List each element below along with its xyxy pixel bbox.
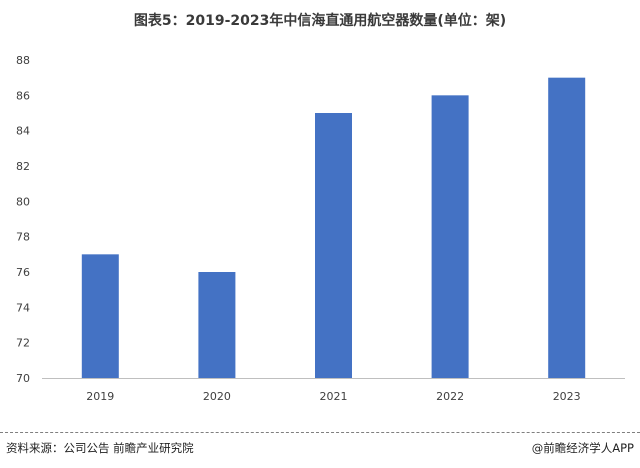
y-tick-label: 88	[16, 54, 30, 67]
y-tick-label: 76	[16, 266, 30, 279]
x-axis-ticks: 2019 2020 2021 2022 2023	[86, 390, 580, 403]
x-tick-label: 2020	[203, 390, 231, 403]
bar	[198, 272, 236, 378]
y-tick-label: 82	[16, 160, 30, 173]
y-tick-label: 74	[16, 301, 30, 314]
x-tick-label: 2021	[320, 390, 348, 403]
y-axis-ticks: 70 72 74 76 78 80 82 84 86 88	[16, 54, 30, 385]
x-tick-label: 2019	[86, 390, 114, 403]
bar	[431, 95, 469, 378]
footer-divider	[0, 432, 640, 433]
credit-note: @前瞻经济学人APP	[531, 441, 634, 455]
y-tick-label: 72	[16, 337, 30, 350]
bar-series	[81, 77, 586, 379]
bar	[548, 77, 586, 379]
y-tick-label: 84	[16, 125, 30, 138]
y-tick-label: 80	[16, 195, 30, 208]
source-note: 资料来源：公司公告 前瞻产业研究院	[6, 441, 194, 455]
y-tick-label: 78	[16, 231, 30, 244]
chart-title: 图表5：2019-2023年中信海直通用航空器数量(单位：架)	[133, 13, 507, 29]
y-tick-label: 86	[16, 89, 30, 102]
y-tick-label: 70	[16, 372, 30, 385]
bar	[81, 254, 119, 378]
x-tick-label: 2022	[436, 390, 464, 403]
x-tick-label: 2023	[553, 390, 581, 403]
bar	[315, 113, 352, 378]
